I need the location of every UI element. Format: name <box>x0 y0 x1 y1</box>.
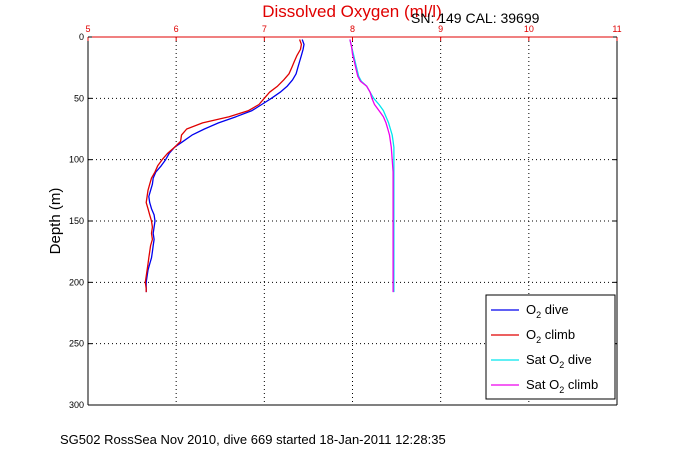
series-line-o2-dive <box>145 39 305 293</box>
y-tick-label: 200 <box>69 277 84 287</box>
y-tick-label: 50 <box>74 93 84 103</box>
series-lines <box>144 39 395 293</box>
x-tick-label: 9 <box>438 24 443 34</box>
legend-entry: O2 dive <box>491 302 569 320</box>
x-tick-label: 6 <box>174 24 179 34</box>
legend-label: Sat O2 dive <box>526 352 592 370</box>
y-axis-label: Depth (m) <box>47 188 64 255</box>
y-tick-label: 150 <box>69 216 84 226</box>
legend-entry: O2 climb <box>491 327 575 345</box>
legend-label: O2 climb <box>526 327 575 345</box>
grid <box>88 37 617 405</box>
tick-labels: 5 6 7 8 9 10 11 0 50 100 150 200 250 300 <box>69 24 622 410</box>
x-tick-label: 7 <box>262 24 267 34</box>
legend-entry: Sat O2 climb <box>491 377 598 395</box>
legend-label: Sat O2 climb <box>526 377 598 395</box>
x-tick-label: 11 <box>612 24 621 34</box>
x-tick-label: 8 <box>350 24 355 34</box>
legend-entry: Sat O2 dive <box>491 352 592 370</box>
y-tick-label: 300 <box>69 400 84 410</box>
x-tick-label: 10 <box>524 24 534 34</box>
y-tick-label: 250 <box>69 339 84 349</box>
legend-label: O2 dive <box>526 302 569 320</box>
chart-title: Dissolved Oxygen (ml/l) <box>262 2 442 21</box>
y-tick-label: 0 <box>79 32 84 42</box>
serial-cal-annotation: SN: 149 CAL: 39699 <box>411 10 540 26</box>
legend-box <box>485 294 616 400</box>
footer-caption: SG502 RossSea Nov 2010, dive 669 started… <box>60 432 446 447</box>
series-line-sat-o2-dive <box>349 39 395 293</box>
legend: O2 dive O2 climb Sat O2 dive Sat O2 climb <box>485 294 616 400</box>
axes <box>87 36 618 406</box>
series-line-o2-climb <box>144 39 303 293</box>
x-tick-label: 5 <box>85 24 90 34</box>
y-tick-label: 100 <box>69 155 84 165</box>
series-line-sat-o2-climb <box>349 39 394 293</box>
